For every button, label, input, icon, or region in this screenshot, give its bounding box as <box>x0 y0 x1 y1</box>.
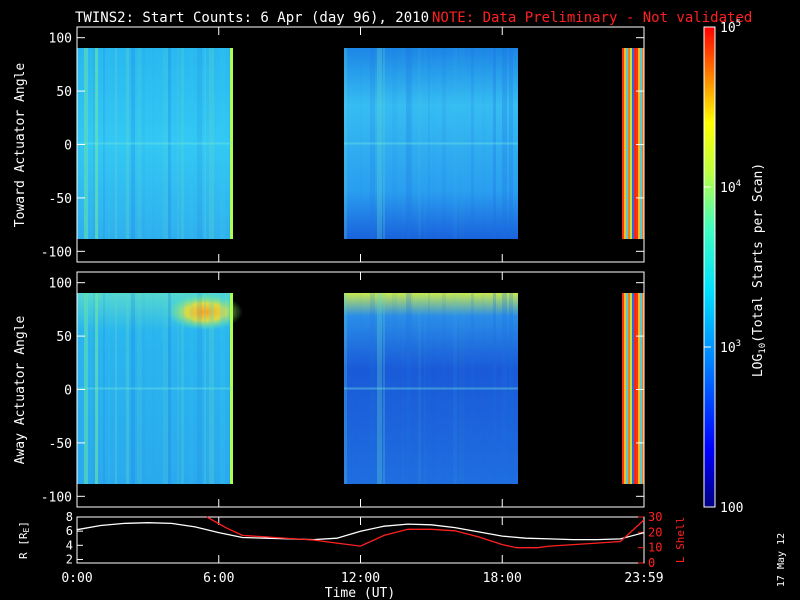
orbit-radius-line <box>76 522 645 541</box>
l-shell-line <box>206 516 645 549</box>
y-tick-label: -100 <box>41 245 72 260</box>
colorbar-tick-label: 103 <box>720 339 741 356</box>
y-tick-label: -100 <box>41 490 72 505</box>
y-tick-label: -50 <box>49 192 72 207</box>
orbit-right-tick-label: 30 <box>648 510 662 524</box>
toward-ylabel: Toward Actuator Angle <box>13 63 28 228</box>
toward-y-axis: 100 50 0 -50 -100 <box>41 32 644 260</box>
x-axis-label: Time (UT) <box>325 586 395 600</box>
x-tick-label: 18:00 <box>483 571 522 586</box>
orbit-left-tick-label: 4 <box>66 538 73 552</box>
y-tick-label: 50 <box>56 330 72 345</box>
orbit-left-tick-label: 2 <box>66 552 73 566</box>
colorbar-tick-label: 104 <box>720 179 741 196</box>
orbit-left-tick-label: 6 <box>66 524 73 538</box>
plot-title: TWINS2: Start Counts: 6 Apr (day 96), 20… <box>75 10 429 26</box>
away-heatmap <box>77 293 644 484</box>
y-tick-label: 0 <box>64 384 72 399</box>
colorbar-label: LOG10(Total Starts per Scan) <box>751 163 768 377</box>
x-tick-label: 12:00 <box>341 571 380 586</box>
y-tick-label: -50 <box>49 437 72 452</box>
y-tick-label: 50 <box>56 85 72 100</box>
x-tick-label: 6:00 <box>203 571 234 586</box>
date-stamp: 17 May 12 <box>776 533 787 587</box>
x-tick-label: 23:59 <box>624 571 663 586</box>
colorbar-ticks: 100 103 104 105 <box>704 19 743 516</box>
y-tick-label: 100 <box>49 32 72 47</box>
orbit-right-tick-label: 20 <box>648 525 662 539</box>
y-tick-label: 100 <box>49 277 72 292</box>
colorbar <box>703 26 716 508</box>
orbit-right-tick-label: 10 <box>648 541 662 555</box>
orbit-lines <box>76 516 645 549</box>
orbit-left-tick-label: 8 <box>66 510 73 524</box>
orbit-ylabel-right: L Shell <box>674 517 687 563</box>
x-tick-label: 0:00 <box>61 571 92 586</box>
preliminary-note: NOTE: Data Preliminary - Not validated <box>432 10 752 26</box>
toward-heatmap <box>77 48 644 239</box>
colorbar-tick-label: 100 <box>720 501 743 516</box>
colorbar-tick-label: 105 <box>720 19 741 36</box>
away-y-axis: 100 50 0 -50 -100 <box>41 277 644 505</box>
orbit-ylabel-left: R [RE] <box>17 521 31 559</box>
away-ylabel: Away Actuator Angle <box>13 315 28 464</box>
orbit-right-tick-label: 0 <box>648 556 655 570</box>
y-tick-label: 0 <box>64 139 72 154</box>
